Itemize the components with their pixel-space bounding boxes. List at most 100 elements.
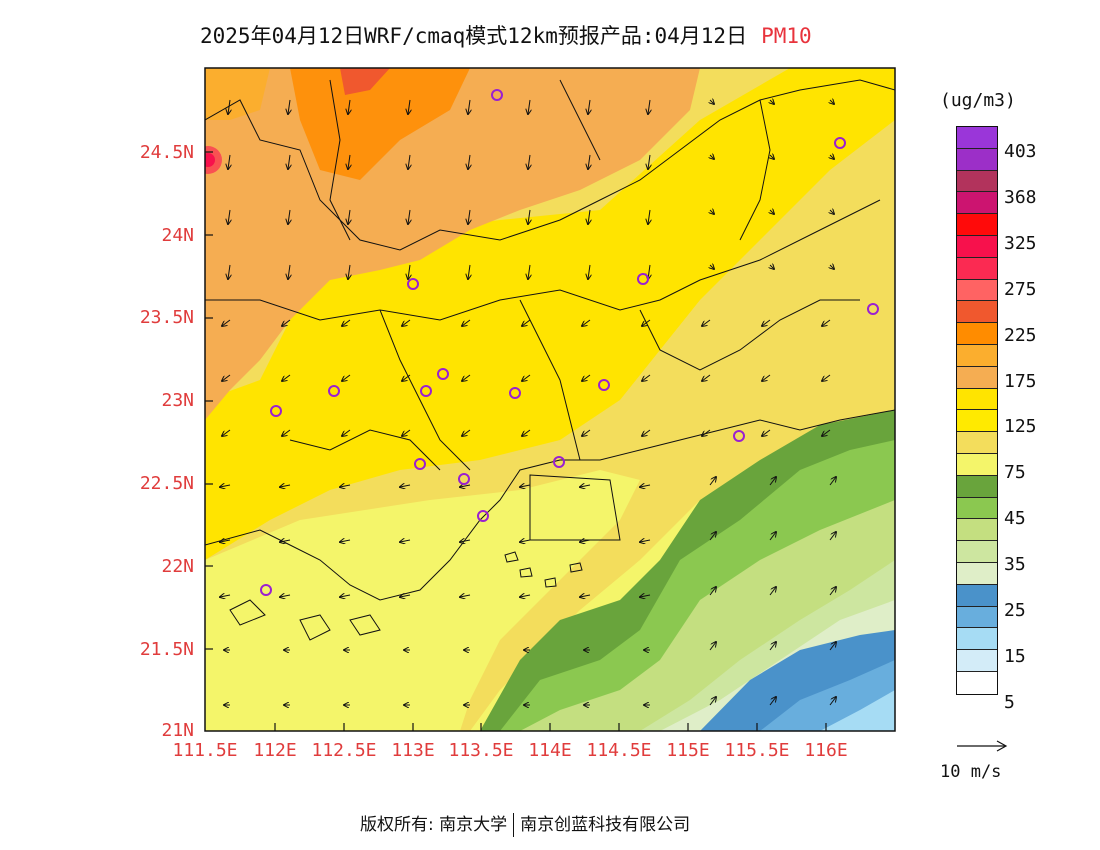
wind-vector-arrow xyxy=(228,154,230,169)
colorbar-label: 75 xyxy=(1004,462,1026,483)
colorbar-swatch xyxy=(957,671,997,694)
colorbar-label: 225 xyxy=(1004,325,1037,346)
wind-vector-arrow xyxy=(829,532,836,541)
colorbar-swatch xyxy=(957,279,997,302)
wind-vector-arrow xyxy=(222,429,231,436)
wind-vector-arrow xyxy=(830,155,834,159)
wind-vector-arrow xyxy=(522,374,531,381)
wind-vector-arrow xyxy=(528,264,530,279)
colorbar-swatch xyxy=(957,497,997,520)
colorbar-label: 275 xyxy=(1004,279,1037,300)
wind-vector-arrow xyxy=(702,319,711,326)
wind-vector-arrow xyxy=(220,485,231,487)
wind-vector-arrow xyxy=(228,99,230,114)
wind-vector-arrow xyxy=(648,209,650,224)
wind-vector-arrow xyxy=(829,587,836,596)
wind-vector-arrow xyxy=(710,265,714,269)
wind-vector-arrow xyxy=(348,99,350,114)
wind-vector-arrow xyxy=(709,587,716,596)
wind-vector-arrow xyxy=(228,264,230,279)
wind-vector-arrow xyxy=(702,429,711,436)
monitoring-station-marker xyxy=(491,89,503,101)
wind-vector-arrow xyxy=(640,485,651,487)
lat-label: 21.5N xyxy=(139,639,194,660)
monitoring-station-marker xyxy=(834,137,846,149)
colorbar-label: 403 xyxy=(1004,141,1037,162)
monitoring-station-marker xyxy=(867,303,879,315)
pollution-field xyxy=(205,68,895,731)
wind-vector-arrow xyxy=(582,429,591,436)
colorbar-label: 325 xyxy=(1004,233,1037,254)
wind-vector-arrow xyxy=(348,209,350,224)
colorbar-swatch xyxy=(957,432,997,454)
lon-label: 111.5E xyxy=(172,740,238,761)
monitoring-station-marker xyxy=(477,510,489,522)
wind-vector-arrow xyxy=(468,99,470,114)
wind-vector-arrow xyxy=(829,697,836,706)
monitoring-station-marker xyxy=(637,273,649,285)
monitoring-station-marker xyxy=(437,368,449,380)
wind-vector-arrow xyxy=(588,154,590,169)
colorbar-swatch xyxy=(957,628,997,651)
wind-vector-arrow xyxy=(829,642,836,651)
wind-vector-arrow xyxy=(288,209,290,224)
wind-vector-arrow xyxy=(709,477,716,486)
colorbar-label: 15 xyxy=(1004,646,1026,667)
wind-vector-arrow xyxy=(710,155,714,159)
wind-vector-arrow xyxy=(222,374,231,381)
wind-vector-arrow xyxy=(348,154,350,169)
wind-vector-arrow xyxy=(580,540,591,542)
colorbar-label: 25 xyxy=(1004,600,1026,621)
lat-label: 24.5N xyxy=(139,142,194,163)
wind-vector-arrow xyxy=(770,265,774,269)
wind-vector-arrow xyxy=(769,697,776,706)
monitoring-station-marker xyxy=(414,458,426,470)
monitoring-station-marker xyxy=(420,385,432,397)
colorbar-swatch xyxy=(957,562,997,585)
wind-reference-label: 10 m/s xyxy=(940,762,1002,782)
wind-vector-arrow xyxy=(822,374,831,381)
wind-vector-arrow xyxy=(288,99,290,114)
wind-vector-arrow xyxy=(280,595,291,597)
colorbar-swatch xyxy=(957,301,997,324)
wind-vector-arrow xyxy=(709,532,716,541)
monitoring-station-marker xyxy=(553,456,565,468)
wind-vector-arrow xyxy=(468,264,470,279)
lon-label: 112E xyxy=(253,740,297,761)
lat-label: 22N xyxy=(161,556,194,577)
wind-vector-arrow xyxy=(702,374,711,381)
colorbar-label: 175 xyxy=(1004,371,1037,392)
monitoring-station-marker xyxy=(328,385,340,397)
wind-vector-arrow xyxy=(408,154,410,169)
colorbar-label: 45 xyxy=(1004,508,1026,529)
wind-vector-arrow xyxy=(408,264,410,279)
wind-vector-arrow xyxy=(282,319,291,326)
wind-vector-arrow xyxy=(340,595,351,597)
wind-vector-arrow xyxy=(770,210,774,214)
wind-vector-arrow xyxy=(400,485,411,487)
colorbar-swatch xyxy=(957,388,997,411)
colorbar-swatch xyxy=(957,366,997,389)
lon-label: 114E xyxy=(528,740,572,761)
colorbar-swatch xyxy=(957,584,997,607)
wind-vector-arrow xyxy=(280,540,291,542)
wind-vector-arrow xyxy=(288,154,290,169)
wind-vector-arrow xyxy=(460,485,471,487)
wind-vector-arrow xyxy=(520,485,531,487)
lon-label: 112.5E xyxy=(311,740,377,761)
colorbar-swatch xyxy=(957,235,997,258)
wind-vector-arrow xyxy=(228,209,230,224)
wind-vector-arrow xyxy=(342,319,351,326)
monitoring-station-marker xyxy=(458,473,470,485)
lon-label: 115E xyxy=(666,740,710,761)
wind-vector-arrow xyxy=(770,100,774,104)
wind-vector-arrow xyxy=(582,319,591,326)
footer-divider xyxy=(513,813,515,837)
wind-vector-arrow xyxy=(709,697,716,706)
colorbar-label: 35 xyxy=(1004,554,1026,575)
wind-vector-arrow xyxy=(528,209,530,224)
copyright-footer: 版权所有: 南京大学 南京创蓝科技有限公司 xyxy=(360,810,690,837)
wind-vector-arrow xyxy=(588,264,590,279)
pollutant-label: PM10 xyxy=(761,24,812,48)
